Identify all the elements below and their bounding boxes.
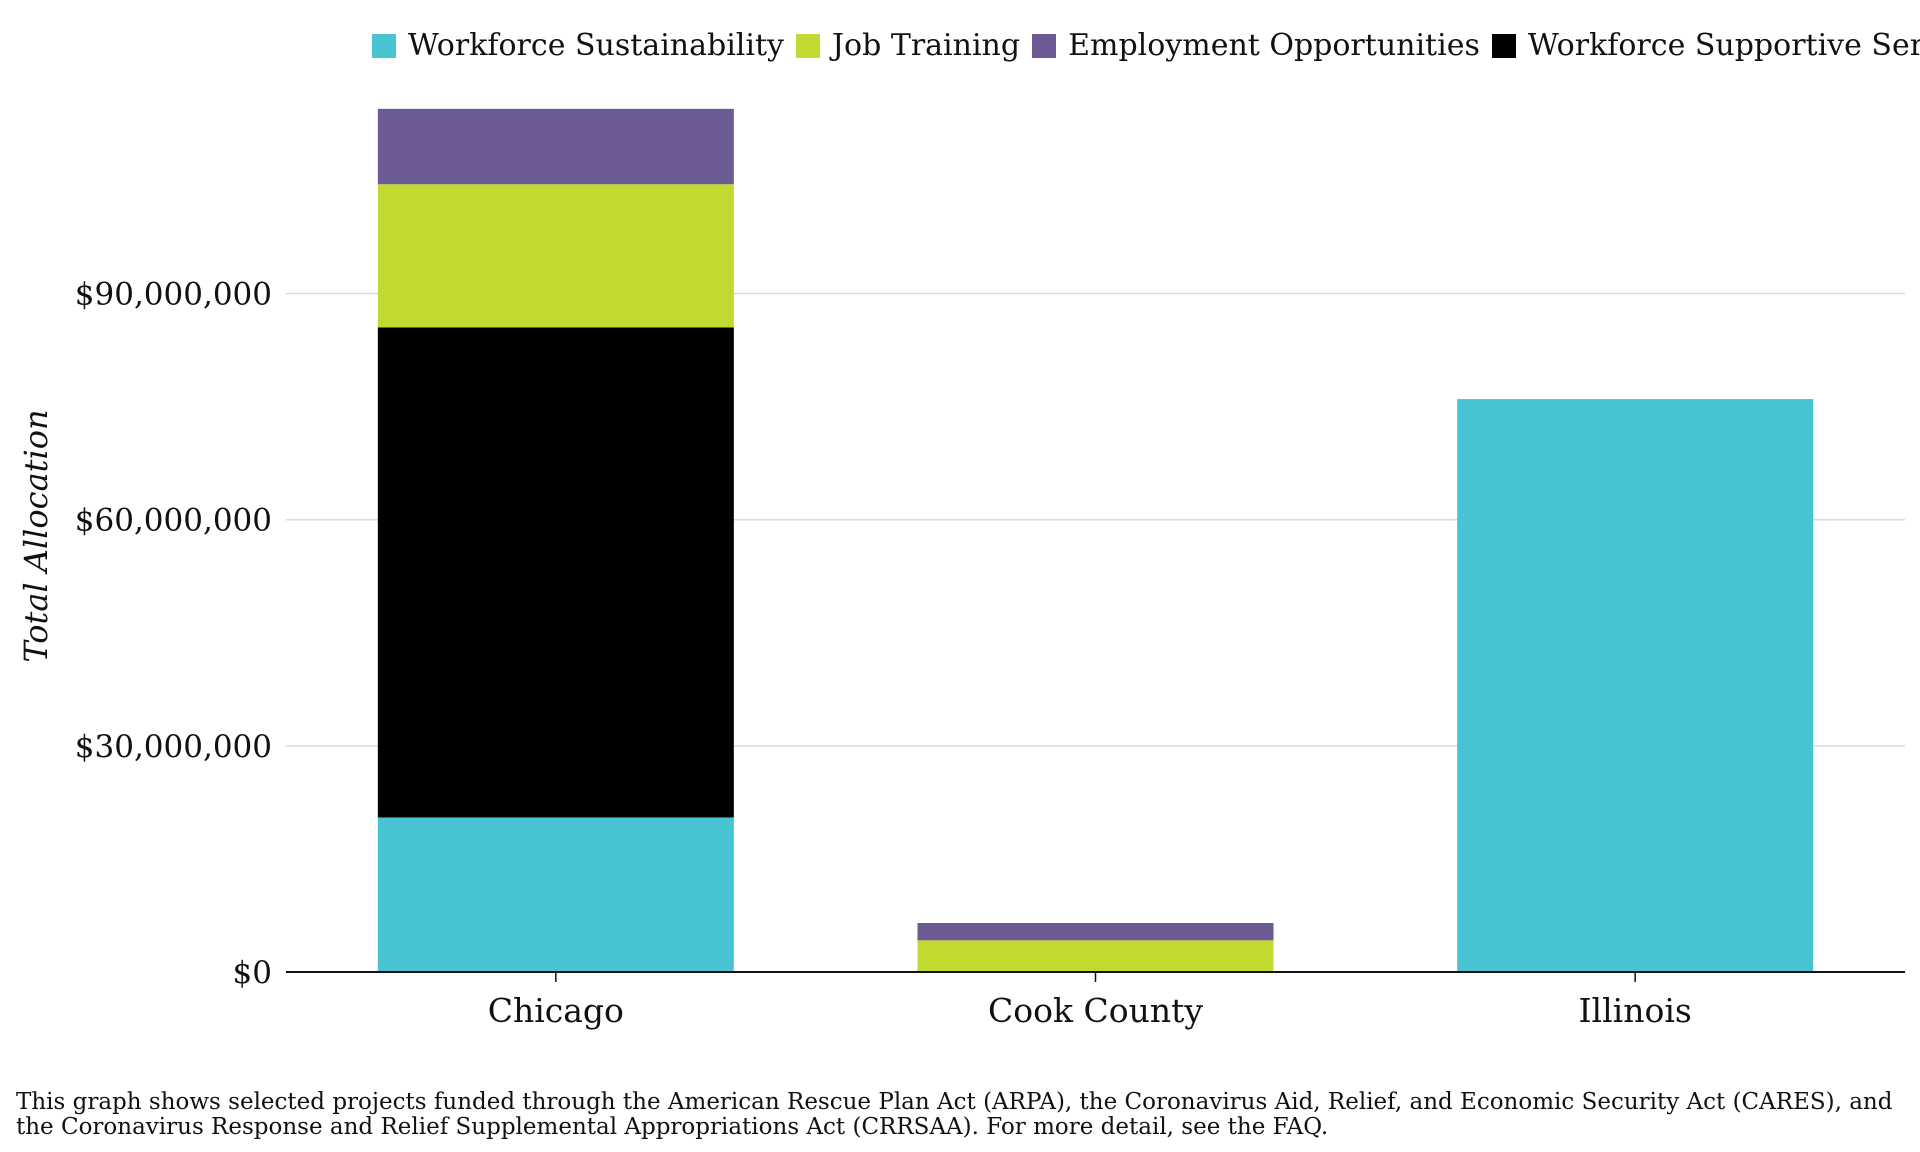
y-tick-label: $30,000,000 bbox=[75, 729, 272, 765]
legend-label: Workforce Supportive Services bbox=[1527, 28, 1920, 63]
bar-segment-employment-opportunities bbox=[377, 108, 734, 185]
legend-item-workforce-supportive-services[interactable]: Workforce Supportive Services bbox=[1491, 28, 1920, 63]
legend-label: Employment Opportunities bbox=[1068, 28, 1480, 63]
chart-legend: Workforce Sustainability Job Training Em… bbox=[372, 28, 1920, 63]
bar-segment-job-training bbox=[377, 184, 734, 328]
legend-item-employment-opportunities[interactable]: Employment Opportunities bbox=[1032, 28, 1480, 63]
bar-segment-workforce-sustainability bbox=[1457, 399, 1814, 973]
chart-footnote: This graph shows selected projects funde… bbox=[16, 1089, 1893, 1140]
legend-swatch bbox=[372, 33, 396, 58]
y-tick-label: $0 bbox=[233, 955, 272, 991]
x-tick-label: Cook County bbox=[988, 991, 1203, 1030]
y-tick-label: $90,000,000 bbox=[75, 277, 272, 313]
legend-item-job-training[interactable]: Job Training bbox=[795, 28, 1021, 63]
x-tick-label: Illinois bbox=[1579, 991, 1692, 1030]
legend-label: Job Training bbox=[831, 28, 1021, 63]
bar-segment-job-training bbox=[917, 940, 1274, 972]
bar-segment-workforce-supportive-services bbox=[377, 327, 734, 818]
legend-item-workforce-sustainability[interactable]: Workforce Sustainability bbox=[372, 28, 784, 63]
legend-swatch bbox=[795, 33, 820, 58]
x-tick-label: Chicago bbox=[488, 991, 624, 1030]
legend-swatch bbox=[1032, 33, 1057, 58]
legend-label: Workforce Sustainability bbox=[408, 28, 784, 63]
legend-swatch bbox=[1491, 33, 1516, 58]
y-tick-label: $60,000,000 bbox=[75, 503, 272, 539]
bar-segment-workforce-sustainability bbox=[377, 817, 734, 972]
bar-segment-employment-opportunities bbox=[917, 923, 1274, 941]
